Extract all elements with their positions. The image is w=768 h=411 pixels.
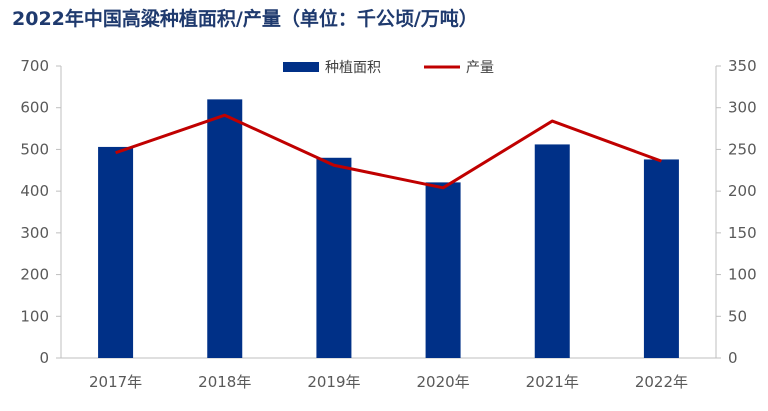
right-axis-tick-label: 250	[728, 140, 757, 158]
left-axis-tick-label: 300	[20, 224, 49, 242]
x-axis-tick-label: 2019年	[307, 373, 360, 391]
right-axis-tick-label: 150	[728, 224, 757, 242]
x-axis-tick-label: 2021年	[526, 373, 579, 391]
bar	[425, 182, 461, 358]
legend-label-area: 种植面积	[325, 60, 381, 76]
bar	[98, 146, 134, 358]
bar	[534, 144, 570, 358]
left-axis-tick-label: 0	[39, 349, 49, 367]
right-axis-tick-label: 300	[728, 99, 757, 117]
x-axis-tick-label: 2018年	[198, 373, 251, 391]
chart-title: 2022年中国高粱种植面积/产量（单位：千公顷/万吨）	[12, 8, 478, 30]
right-axis-tick-label: 0	[728, 349, 738, 367]
x-axis-tick-label: 2020年	[416, 373, 469, 391]
legend-bar-swatch	[283, 62, 319, 72]
bar	[643, 159, 679, 358]
x-axis-tick-label: 2022年	[635, 373, 688, 391]
bar	[316, 157, 352, 358]
left-axis-tick-label: 400	[20, 182, 49, 200]
left-axis-tick-label: 100	[20, 307, 49, 325]
right-axis-tick-label: 50	[728, 307, 747, 325]
line-series	[115, 113, 662, 190]
line-series-path	[115, 113, 662, 190]
left-axis-tick-label: 200	[20, 266, 49, 284]
left-axis-tick-label: 700	[20, 57, 49, 75]
left-axis-tick-label: 600	[20, 99, 49, 117]
right-axis-tick-label: 350	[728, 57, 757, 75]
legend-label-output: 产量	[466, 60, 494, 76]
right-axis-tick-label: 200	[728, 182, 757, 200]
bar	[207, 99, 243, 358]
right-axis-tick-label: 100	[728, 266, 757, 284]
bar-series	[98, 99, 679, 358]
legend: 种植面积 产量	[283, 60, 494, 76]
axes: 0 100 200 300 400 500 600 700 0 50 100 150 200 250 300…	[20, 57, 756, 391]
x-axis-tick-label: 2017年	[89, 373, 142, 391]
left-axis-tick-label: 500	[20, 140, 49, 158]
